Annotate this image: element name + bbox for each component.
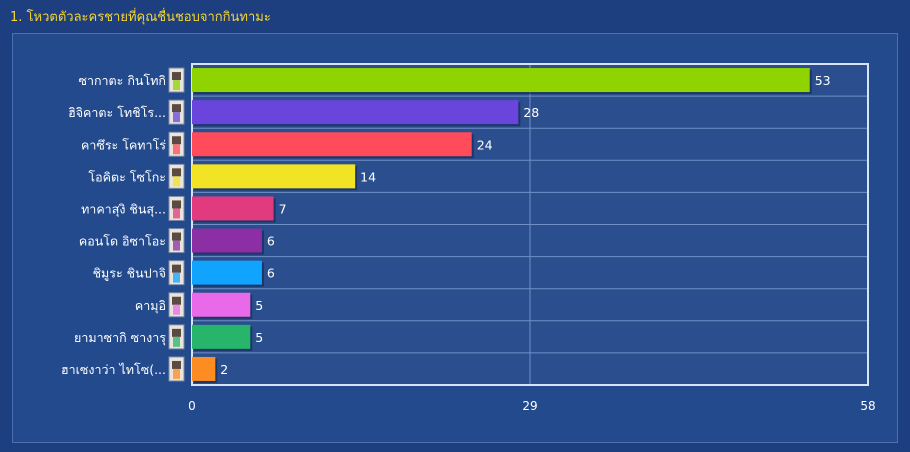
character-thumbnail-hair xyxy=(172,328,181,337)
character-thumbnail-body xyxy=(173,80,180,91)
character-thumbnail-body xyxy=(173,368,180,379)
x-tick-label: 0 xyxy=(188,399,196,413)
bar-chart: 0 29 58 53 ซากาตะ กินโทกิ 28 ฮิจิคาตะ โทชิโร..… xyxy=(61,63,876,413)
x-tick-label: 29 xyxy=(522,399,537,413)
category-label: ทาคาสุงิ ชินสุ... xyxy=(81,201,166,217)
poll-title: 1. โหวตตัวละครชายที่คุณชื่นชอบจากกินทามะ xyxy=(10,10,271,25)
bar xyxy=(192,292,251,317)
bar-value-label: 53 xyxy=(815,73,831,88)
character-thumbnail-hair xyxy=(172,360,181,369)
character-thumbnail-body xyxy=(173,112,180,123)
category-label: คาซึระ โคทาโร่ xyxy=(81,137,166,152)
bar xyxy=(192,132,472,157)
bar-value-label: 28 xyxy=(523,105,539,120)
bar-value-label: 6 xyxy=(267,266,275,281)
chart-panel: 0 29 58 53 ซากาตะ กินโทกิ 28 ฮิจิคาตะ โทชิโร..… xyxy=(12,33,898,443)
category-label: ฮาเซงาว่า ไทโซ(... xyxy=(61,362,166,377)
category-label: ชิมูระ ชินปาจิ xyxy=(93,266,166,282)
character-thumbnail-body xyxy=(173,176,180,187)
bar xyxy=(192,100,519,125)
character-thumbnail-body xyxy=(173,208,180,219)
bar xyxy=(192,68,810,93)
plot-border xyxy=(191,63,869,386)
bar xyxy=(192,228,262,253)
bar xyxy=(192,356,216,381)
x-tick-label: 58 xyxy=(860,399,875,413)
category-label: โอคิตะ โซโกะ xyxy=(88,169,166,184)
bar-value-label: 2 xyxy=(220,362,228,377)
bar xyxy=(192,196,274,221)
category-label: คอนโด อิซาโอะ xyxy=(79,234,166,249)
character-thumbnail-body xyxy=(173,272,180,283)
bar-value-label: 5 xyxy=(255,330,263,345)
character-thumbnail-hair xyxy=(172,72,181,81)
character-thumbnail-body xyxy=(173,144,180,155)
character-thumbnail-hair xyxy=(172,136,181,145)
category-label: ฮิจิคาตะ โทชิโร... xyxy=(68,105,166,120)
category-label: ซากาตะ กินโทกิ xyxy=(78,73,166,88)
character-thumbnail-hair xyxy=(172,104,181,113)
character-thumbnail-hair xyxy=(172,232,181,241)
bar-value-label: 5 xyxy=(255,298,263,313)
character-thumbnail-hair xyxy=(172,168,181,177)
character-thumbnail-body xyxy=(173,304,180,315)
character-thumbnail-body xyxy=(173,336,180,347)
category-label: ยามาซากิ ซางารุ xyxy=(74,330,166,346)
character-thumbnail-hair xyxy=(172,264,181,273)
bar xyxy=(192,164,356,189)
bar-value-label: 24 xyxy=(477,137,493,152)
bar xyxy=(192,260,262,285)
bar xyxy=(192,324,251,349)
category-label: คามุอิ xyxy=(135,298,166,314)
character-thumbnail-hair xyxy=(172,296,181,305)
bar-value-label: 6 xyxy=(267,234,275,249)
character-thumbnail-hair xyxy=(172,200,181,209)
character-thumbnail-body xyxy=(173,240,180,251)
bar-value-label: 7 xyxy=(279,201,287,216)
bar-value-label: 14 xyxy=(360,169,376,184)
